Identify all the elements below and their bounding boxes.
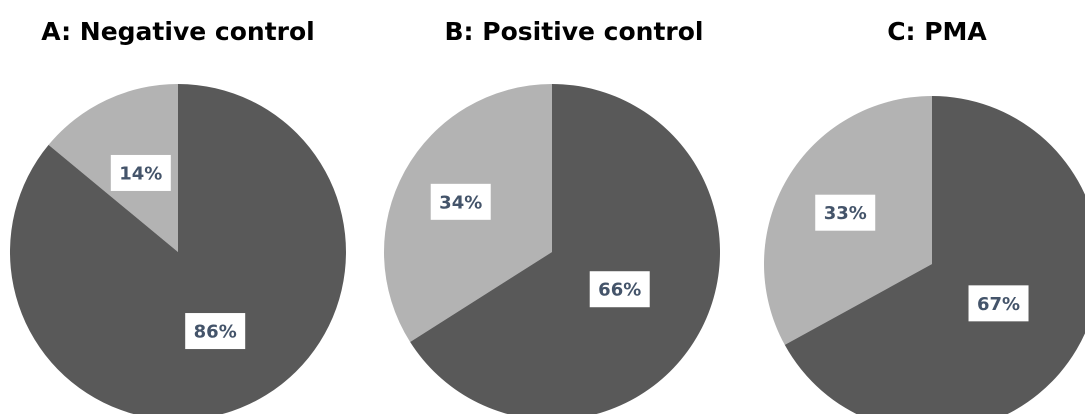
- chart-a-slices: [9, 84, 346, 414]
- chart-c-slices: [764, 96, 1085, 414]
- chart-c-data-label-2: 67%: [977, 294, 1020, 315]
- chart-a-data-label-box-2: [185, 313, 246, 350]
- chart-a: A: Negative control 14% 86%: [9, 17, 346, 414]
- chart-b-data-label-1: 34%: [439, 192, 482, 213]
- chart-a-data-label-box-1: [110, 154, 171, 191]
- chart-b-slice-2: [410, 84, 720, 414]
- chart-b-labels: 34% 66%: [430, 183, 650, 308]
- chart-b-data-label-2: 66%: [598, 280, 641, 301]
- chart-b-title: B: Positive control: [445, 17, 704, 46]
- chart-c-slice-2: [784, 96, 1085, 414]
- chart-c-data-label-box-2: [968, 285, 1029, 322]
- chart-c: C: PMA 33% 67%: [764, 17, 1085, 414]
- chart-c-data-label-box-1: [815, 194, 876, 231]
- chart-a-data-label-1: 14%: [119, 163, 162, 184]
- chart-c-data-label-1: 33%: [824, 203, 867, 224]
- chart-c-title: C: PMA: [887, 17, 987, 46]
- chart-a-labels: 14% 86%: [110, 154, 246, 350]
- chart-a-data-label-2: 86%: [194, 322, 237, 343]
- chart-b: B: Positive control 34% 66%: [383, 17, 720, 414]
- chart-b-data-label-box-2: [589, 271, 650, 308]
- chart-b-data-label-box-1: [430, 183, 491, 220]
- chart-a-title: A: Negative control: [41, 17, 314, 46]
- chart-b-slices: [383, 84, 720, 414]
- chart-c-labels: 33% 67%: [815, 194, 1029, 322]
- chart-a-slice-2: [9, 84, 346, 414]
